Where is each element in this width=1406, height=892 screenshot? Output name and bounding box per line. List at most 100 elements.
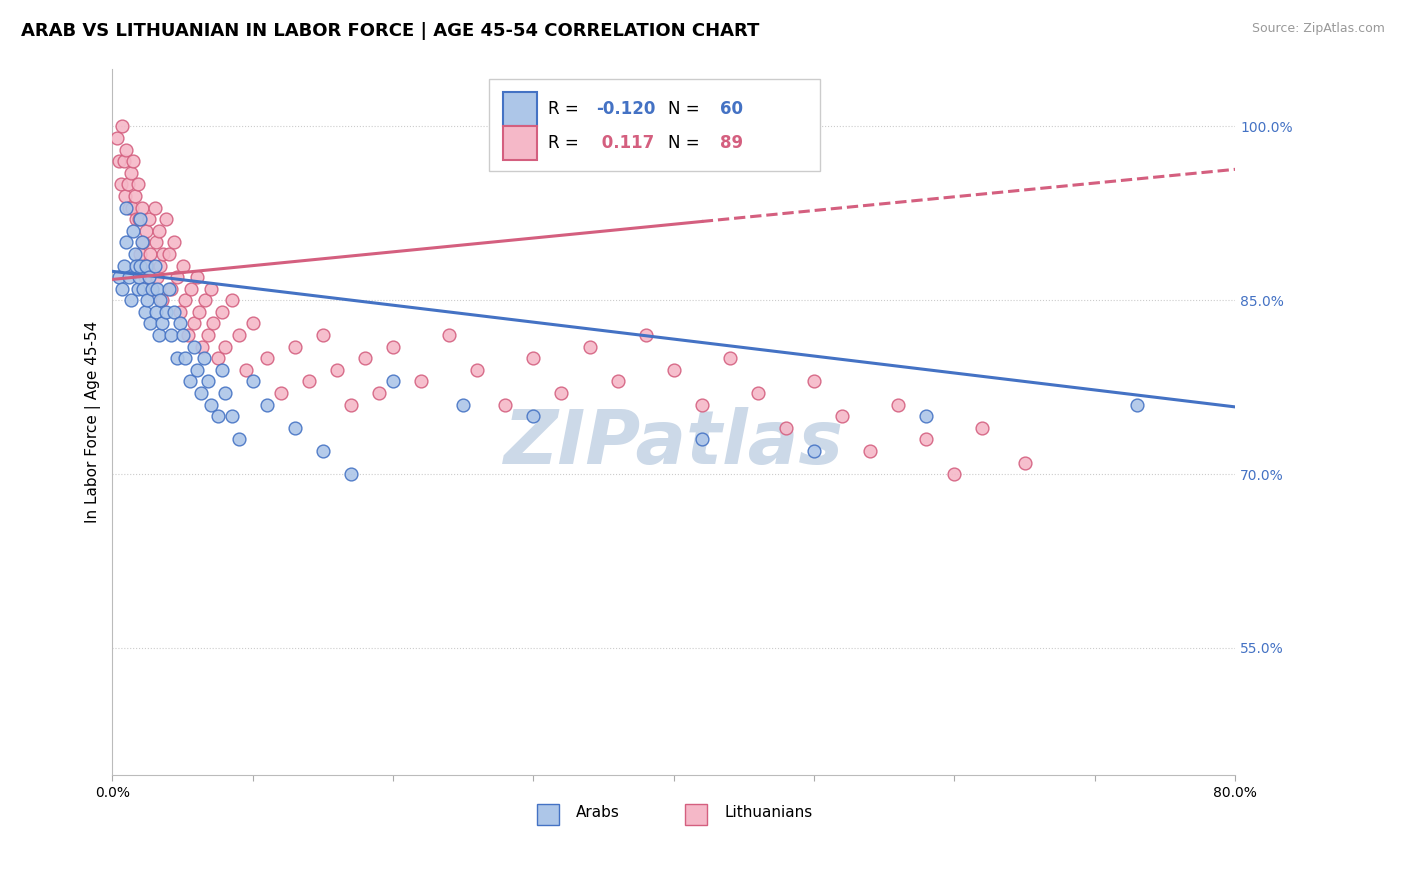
Point <box>354 351 377 366</box>
Point <box>124 189 146 203</box>
Point <box>135 259 157 273</box>
Point <box>180 282 202 296</box>
Point <box>143 259 166 273</box>
Point <box>129 212 152 227</box>
Point <box>155 212 177 227</box>
FancyBboxPatch shape <box>503 92 537 126</box>
Y-axis label: In Labor Force | Age 45-54: In Labor Force | Age 45-54 <box>86 321 101 523</box>
Point <box>1126 398 1149 412</box>
Point <box>522 409 544 424</box>
Point <box>108 270 131 285</box>
Point <box>887 398 910 412</box>
Point <box>174 293 197 308</box>
Point <box>150 293 173 308</box>
Text: Source: ZipAtlas.com: Source: ZipAtlas.com <box>1251 22 1385 36</box>
Point <box>803 375 825 389</box>
Point <box>149 259 172 273</box>
Point <box>138 212 160 227</box>
Point <box>221 409 243 424</box>
Point <box>117 178 139 192</box>
Point <box>197 328 219 343</box>
Point <box>149 293 172 308</box>
Point <box>915 433 938 447</box>
Point <box>115 143 138 157</box>
Text: ZIPatlas: ZIPatlas <box>503 407 844 480</box>
Point <box>132 282 155 296</box>
Point <box>112 259 135 273</box>
Point <box>183 317 205 331</box>
Point <box>186 363 208 377</box>
Point <box>118 201 141 215</box>
Point <box>141 282 163 296</box>
Point <box>163 305 186 319</box>
Point <box>188 305 211 319</box>
Point <box>186 270 208 285</box>
Point <box>105 131 128 145</box>
Point <box>340 467 363 482</box>
Point <box>1014 456 1036 470</box>
Point <box>128 270 150 285</box>
Point <box>256 398 278 412</box>
Point <box>368 386 391 401</box>
Point <box>129 259 152 273</box>
Point <box>214 386 236 401</box>
Point <box>183 340 205 354</box>
Point <box>111 282 134 296</box>
Point <box>160 282 183 296</box>
Point <box>340 398 363 412</box>
Point <box>134 305 156 319</box>
Point <box>120 293 142 308</box>
Point <box>284 340 307 354</box>
Point <box>747 386 769 401</box>
Point <box>465 363 488 377</box>
Point <box>134 270 156 285</box>
Point <box>145 235 167 250</box>
Point <box>163 235 186 250</box>
Point <box>166 270 188 285</box>
Text: N =: N = <box>668 100 704 118</box>
Point <box>125 212 148 227</box>
Point <box>662 363 685 377</box>
Point <box>157 282 180 296</box>
Point <box>326 363 349 377</box>
Point <box>166 351 188 366</box>
Point <box>690 433 713 447</box>
Point <box>146 282 169 296</box>
Point <box>718 351 741 366</box>
Point <box>129 247 152 261</box>
Point <box>190 386 212 401</box>
Text: 89: 89 <box>720 134 742 152</box>
Point <box>382 340 405 354</box>
Point <box>132 235 155 250</box>
Point <box>972 421 994 435</box>
Point <box>207 409 229 424</box>
Point <box>145 305 167 319</box>
Point <box>124 247 146 261</box>
Point <box>943 467 966 482</box>
Point <box>803 444 825 458</box>
Point <box>157 247 180 261</box>
Point <box>634 328 657 343</box>
Point <box>128 212 150 227</box>
Point <box>411 375 433 389</box>
Text: -0.120: -0.120 <box>596 100 655 118</box>
Point <box>138 270 160 285</box>
Point <box>859 444 882 458</box>
Point <box>110 178 132 192</box>
Point <box>131 235 153 250</box>
Point <box>194 293 217 308</box>
Point <box>121 201 143 215</box>
Point <box>139 247 162 261</box>
Point <box>177 328 200 343</box>
Point <box>382 375 405 389</box>
Point <box>160 328 183 343</box>
Point <box>550 386 572 401</box>
Point <box>207 351 229 366</box>
Point <box>135 224 157 238</box>
Point <box>451 398 474 412</box>
Text: 60: 60 <box>720 100 742 118</box>
Point <box>690 398 713 412</box>
Point <box>122 224 145 238</box>
Point <box>139 317 162 331</box>
Point <box>169 305 191 319</box>
